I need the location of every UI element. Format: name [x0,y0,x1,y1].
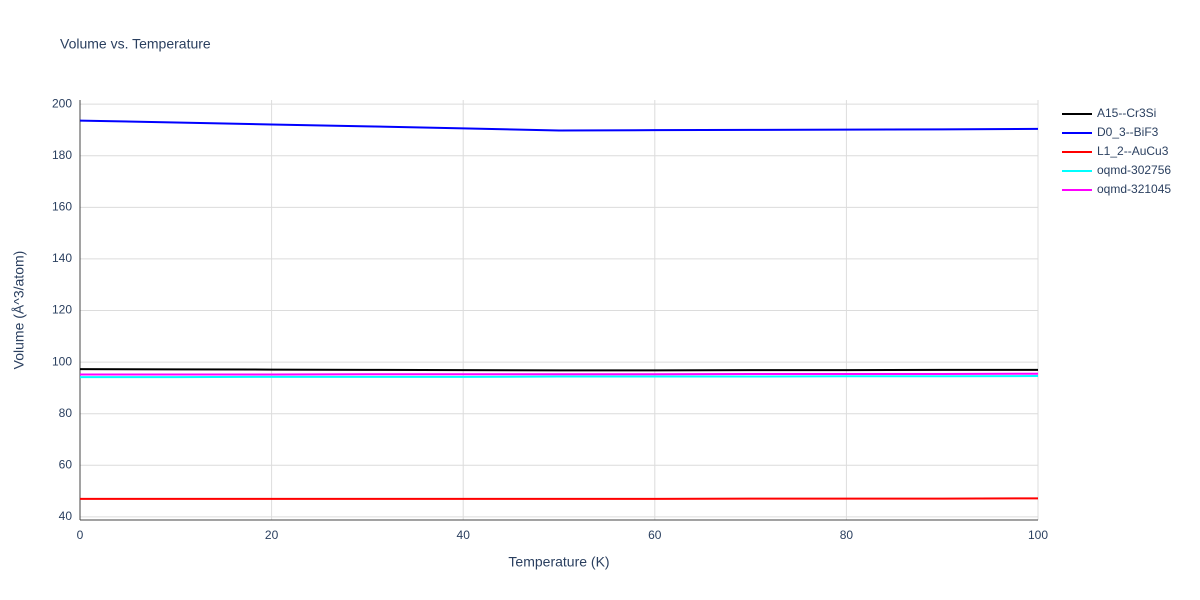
series-line [79,119,1039,132]
chart-title: Volume vs. Temperature [60,36,211,52]
legend-label: A15--Cr3Si [1097,106,1156,120]
y-tick-label: 40 [59,509,73,523]
x-tick-label: 40 [457,528,471,542]
legend-label: D0_3--BiF3 [1097,125,1159,139]
x-tick-label: 20 [265,528,279,542]
y-tick-label: 200 [52,96,72,110]
legend-label: oqmd-321045 [1097,182,1171,196]
y-tick-label: 180 [52,148,72,162]
y-tick-label: 140 [52,251,72,265]
x-axis-title: Temperature (K) [508,554,609,570]
y-tick-label: 120 [52,303,72,317]
y-tick-label: 80 [59,406,73,420]
x-tick-label: 100 [1028,528,1048,542]
x-tick-label: 60 [648,528,662,542]
y-tick-label: 60 [59,457,73,471]
x-tick-label: 0 [77,528,84,542]
series-line [80,372,1039,376]
y-axis-title: Volume (Å^3/atom) [11,251,27,370]
series-line [80,497,1039,500]
y-tick-label: 160 [52,199,72,213]
series-line [79,368,1038,372]
legend-label: L1_2--AuCu3 [1097,144,1169,158]
x-tick-label: 80 [840,528,854,542]
legend-label: oqmd-302756 [1097,163,1171,177]
y-tick-label: 100 [52,354,72,368]
series-line [80,375,1039,379]
